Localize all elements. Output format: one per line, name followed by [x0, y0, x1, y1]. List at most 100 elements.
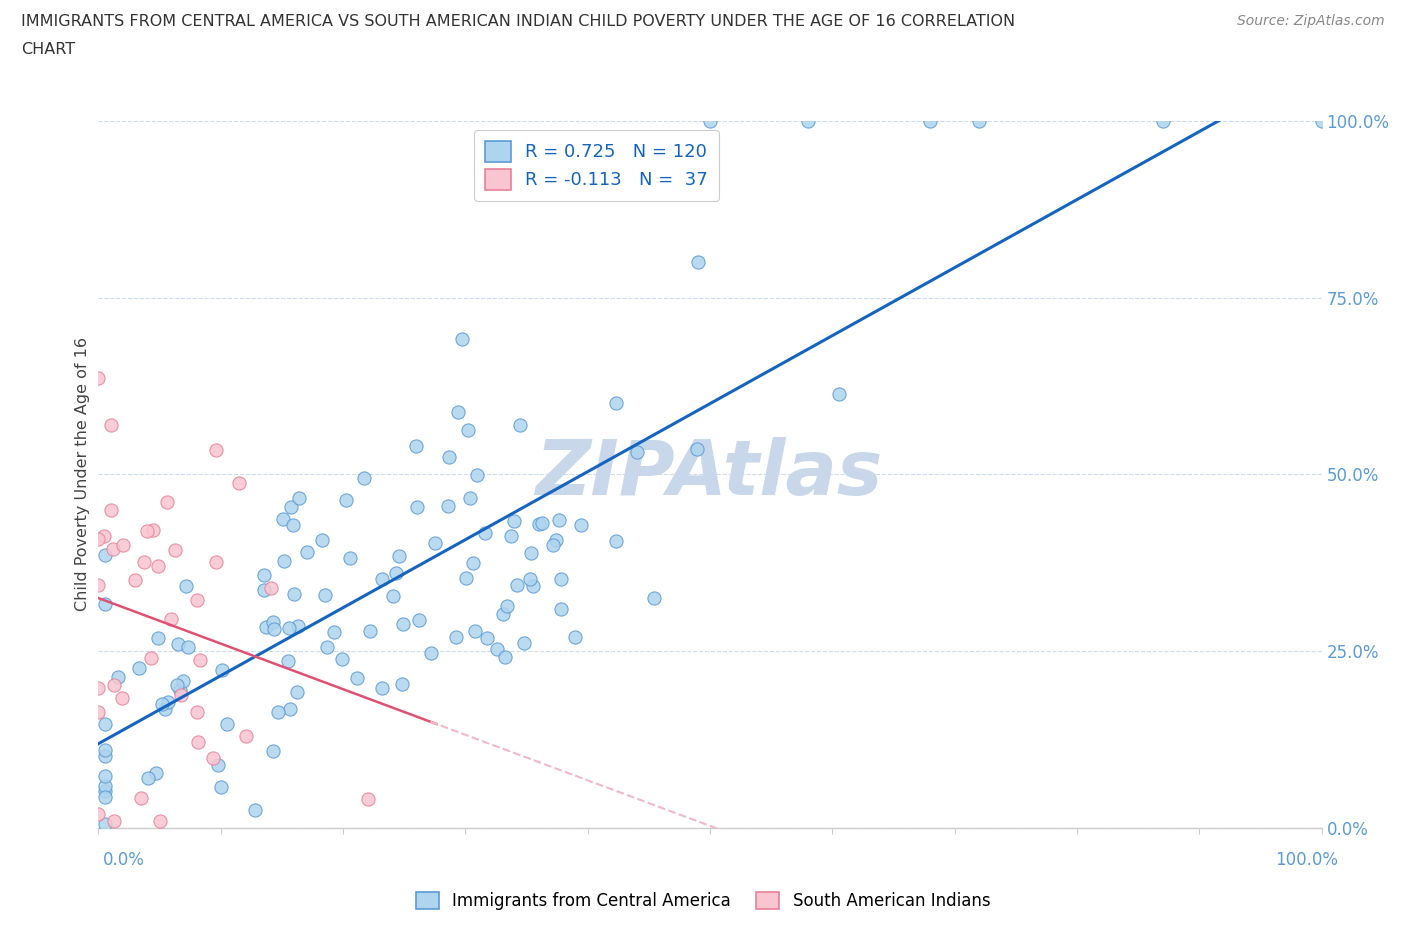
Point	[156, 494, 179, 509]
Point	[541, 538, 564, 552]
Point	[1310, 113, 1333, 128]
Point	[288, 491, 311, 506]
Point	[100, 418, 122, 432]
Point	[204, 554, 226, 569]
Text: 100.0%: 100.0%	[1275, 851, 1339, 870]
Y-axis label: Child Poverty Under the Age of 16: Child Poverty Under the Age of 16	[75, 338, 90, 611]
Point	[187, 735, 209, 750]
Point	[107, 670, 129, 684]
Point	[186, 592, 208, 607]
Point	[207, 757, 229, 772]
Legend: R = 0.725   N = 120, R = -0.113   N =  37: R = 0.725 N = 120, R = -0.113 N = 37	[474, 130, 718, 201]
Point	[332, 651, 354, 666]
Point	[371, 681, 394, 696]
Point	[228, 475, 250, 490]
Point	[93, 749, 115, 764]
Point	[295, 544, 318, 559]
Point	[278, 702, 301, 717]
Point	[356, 792, 378, 807]
Point	[205, 443, 228, 458]
Point	[149, 813, 172, 828]
Point	[131, 790, 153, 805]
Point	[503, 513, 526, 528]
Point	[215, 717, 238, 732]
Point	[139, 650, 162, 665]
Point	[87, 705, 110, 720]
Point	[499, 528, 522, 543]
Point	[93, 817, 115, 831]
Point	[605, 534, 627, 549]
Point	[494, 649, 516, 664]
Point	[93, 716, 115, 731]
Point	[111, 538, 134, 552]
Point	[359, 624, 381, 639]
Point	[170, 687, 193, 702]
Point	[460, 491, 482, 506]
Point	[165, 542, 187, 557]
Point	[93, 783, 115, 798]
Point	[346, 671, 368, 685]
Point	[124, 573, 146, 588]
Point	[550, 572, 572, 587]
Point	[110, 691, 132, 706]
Point	[353, 471, 375, 485]
Point	[136, 771, 159, 786]
Point	[382, 589, 405, 604]
Point	[550, 602, 572, 617]
Point	[513, 635, 536, 650]
Point	[643, 591, 665, 605]
Point	[420, 645, 443, 660]
Point	[278, 621, 301, 636]
Point	[177, 640, 200, 655]
Point	[280, 499, 302, 514]
Point	[699, 113, 721, 128]
Point	[93, 597, 115, 612]
Point	[388, 549, 411, 564]
Point	[87, 680, 110, 695]
Point	[391, 676, 413, 691]
Point	[209, 779, 232, 794]
Point	[451, 332, 474, 347]
Text: IMMIGRANTS FROM CENTRAL AMERICA VS SOUTH AMERICAN INDIAN CHILD POVERTY UNDER THE: IMMIGRANTS FROM CENTRAL AMERICA VS SOUTH…	[21, 14, 1015, 29]
Point	[267, 705, 290, 720]
Point	[967, 113, 990, 128]
Point	[263, 622, 285, 637]
Point	[311, 533, 333, 548]
Point	[93, 529, 115, 544]
Point	[564, 630, 586, 644]
Point	[211, 662, 233, 677]
Point	[285, 684, 308, 699]
Text: 0.0%: 0.0%	[103, 851, 145, 870]
Point	[605, 396, 627, 411]
Point	[314, 588, 336, 603]
Point	[145, 765, 167, 780]
Point	[475, 631, 498, 645]
Point	[384, 565, 406, 580]
Point	[405, 499, 427, 514]
Point	[167, 637, 190, 652]
Legend: Immigrants from Central America, South American Indians: Immigrants from Central America, South A…	[409, 885, 997, 917]
Point	[128, 661, 150, 676]
Point	[93, 790, 115, 804]
Point	[253, 582, 276, 597]
Point	[447, 405, 470, 419]
Point	[1152, 113, 1174, 128]
Point	[797, 113, 820, 128]
Point	[142, 523, 165, 538]
Point	[686, 442, 709, 457]
Point	[531, 515, 554, 530]
Point	[103, 542, 125, 557]
Point	[87, 370, 110, 385]
Point	[93, 778, 115, 793]
Point	[492, 607, 515, 622]
Point	[254, 619, 277, 634]
Point	[103, 813, 125, 828]
Point	[146, 559, 169, 574]
Point	[160, 611, 183, 626]
Point	[444, 630, 467, 644]
Point	[273, 553, 295, 568]
Point	[93, 768, 115, 783]
Point	[506, 578, 529, 592]
Point	[172, 674, 194, 689]
Point	[132, 555, 155, 570]
